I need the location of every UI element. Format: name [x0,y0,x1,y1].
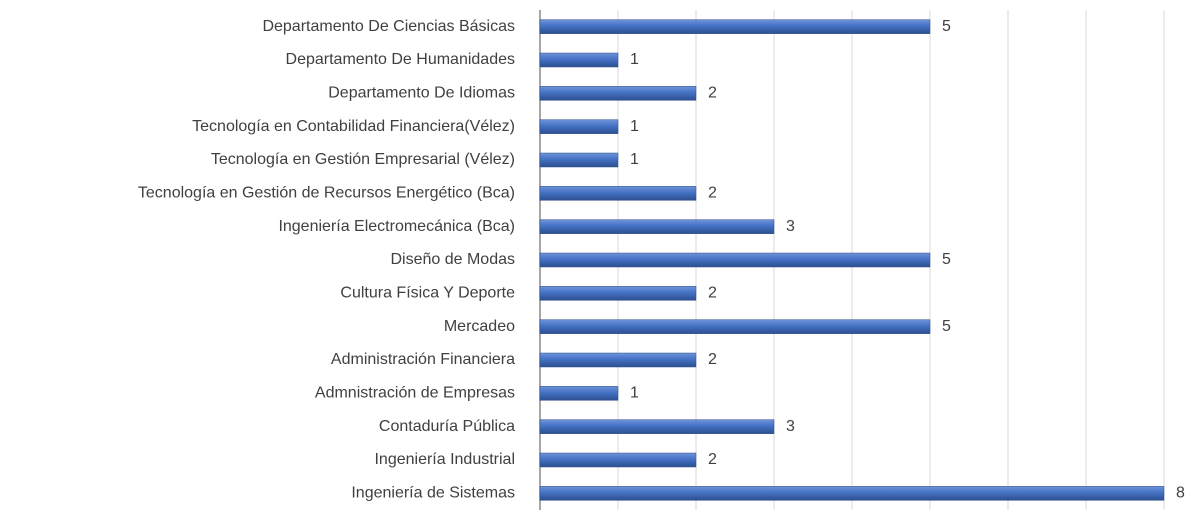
value-label: 1 [630,385,639,402]
y-tick-label: Contaduría Pública [379,418,515,435]
y-tick-label: Cultura Física Y Deporte [340,285,515,302]
value-label: 3 [786,218,795,235]
bar [539,119,619,134]
y-tick-label: Diseño de Modas [390,251,515,268]
value-label: 2 [708,285,717,302]
value-label: 1 [630,118,639,135]
y-tick-label: Administración Financiera [331,351,515,368]
y-tick-label: Ingeniería Industrial [374,451,515,468]
y-tick-label: Tecnología en Contabilidad Financiera(Vé… [192,118,515,135]
y-tick-label: Tecnología en Gestión Empresarial (Vélez… [211,151,515,168]
bar [539,19,931,34]
bar [539,419,775,434]
bar [539,452,697,468]
value-label: 1 [630,151,639,168]
bar [539,352,697,368]
y-tick-label: Admnistración de Empresas [315,385,515,402]
value-label: 2 [708,185,717,202]
bar [539,86,697,101]
value-label: 2 [708,85,717,102]
y-tick-label: Ingeniería de Sistemas [351,485,515,502]
bar [539,152,619,168]
bar [539,486,1165,501]
bar [539,386,619,401]
y-tick-label: Departamento De Humanidades [286,51,515,68]
bar [539,186,697,201]
y-tick-label: Ingeniería Electromecánica (Bca) [278,218,515,235]
bar [539,219,775,234]
value-label: 1 [630,51,639,68]
value-label: 2 [708,451,717,468]
value-label: 2 [708,351,717,368]
y-tick-label: Mercadeo [444,318,515,335]
value-label: 8 [1176,485,1185,502]
y-tick-label: Tecnología en Gestión de Recursos Energé… [138,185,515,202]
bar [539,319,931,334]
value-label: 3 [786,418,795,435]
bar [539,252,931,268]
bar [539,286,697,301]
y-tick-label: Departamento De Idiomas [328,85,515,102]
value-label: 5 [942,18,951,35]
value-label: 5 [942,318,951,335]
value-label: 5 [942,251,951,268]
bar [539,52,619,68]
y-tick-label: Departamento De Ciencias Básicas [262,18,515,35]
